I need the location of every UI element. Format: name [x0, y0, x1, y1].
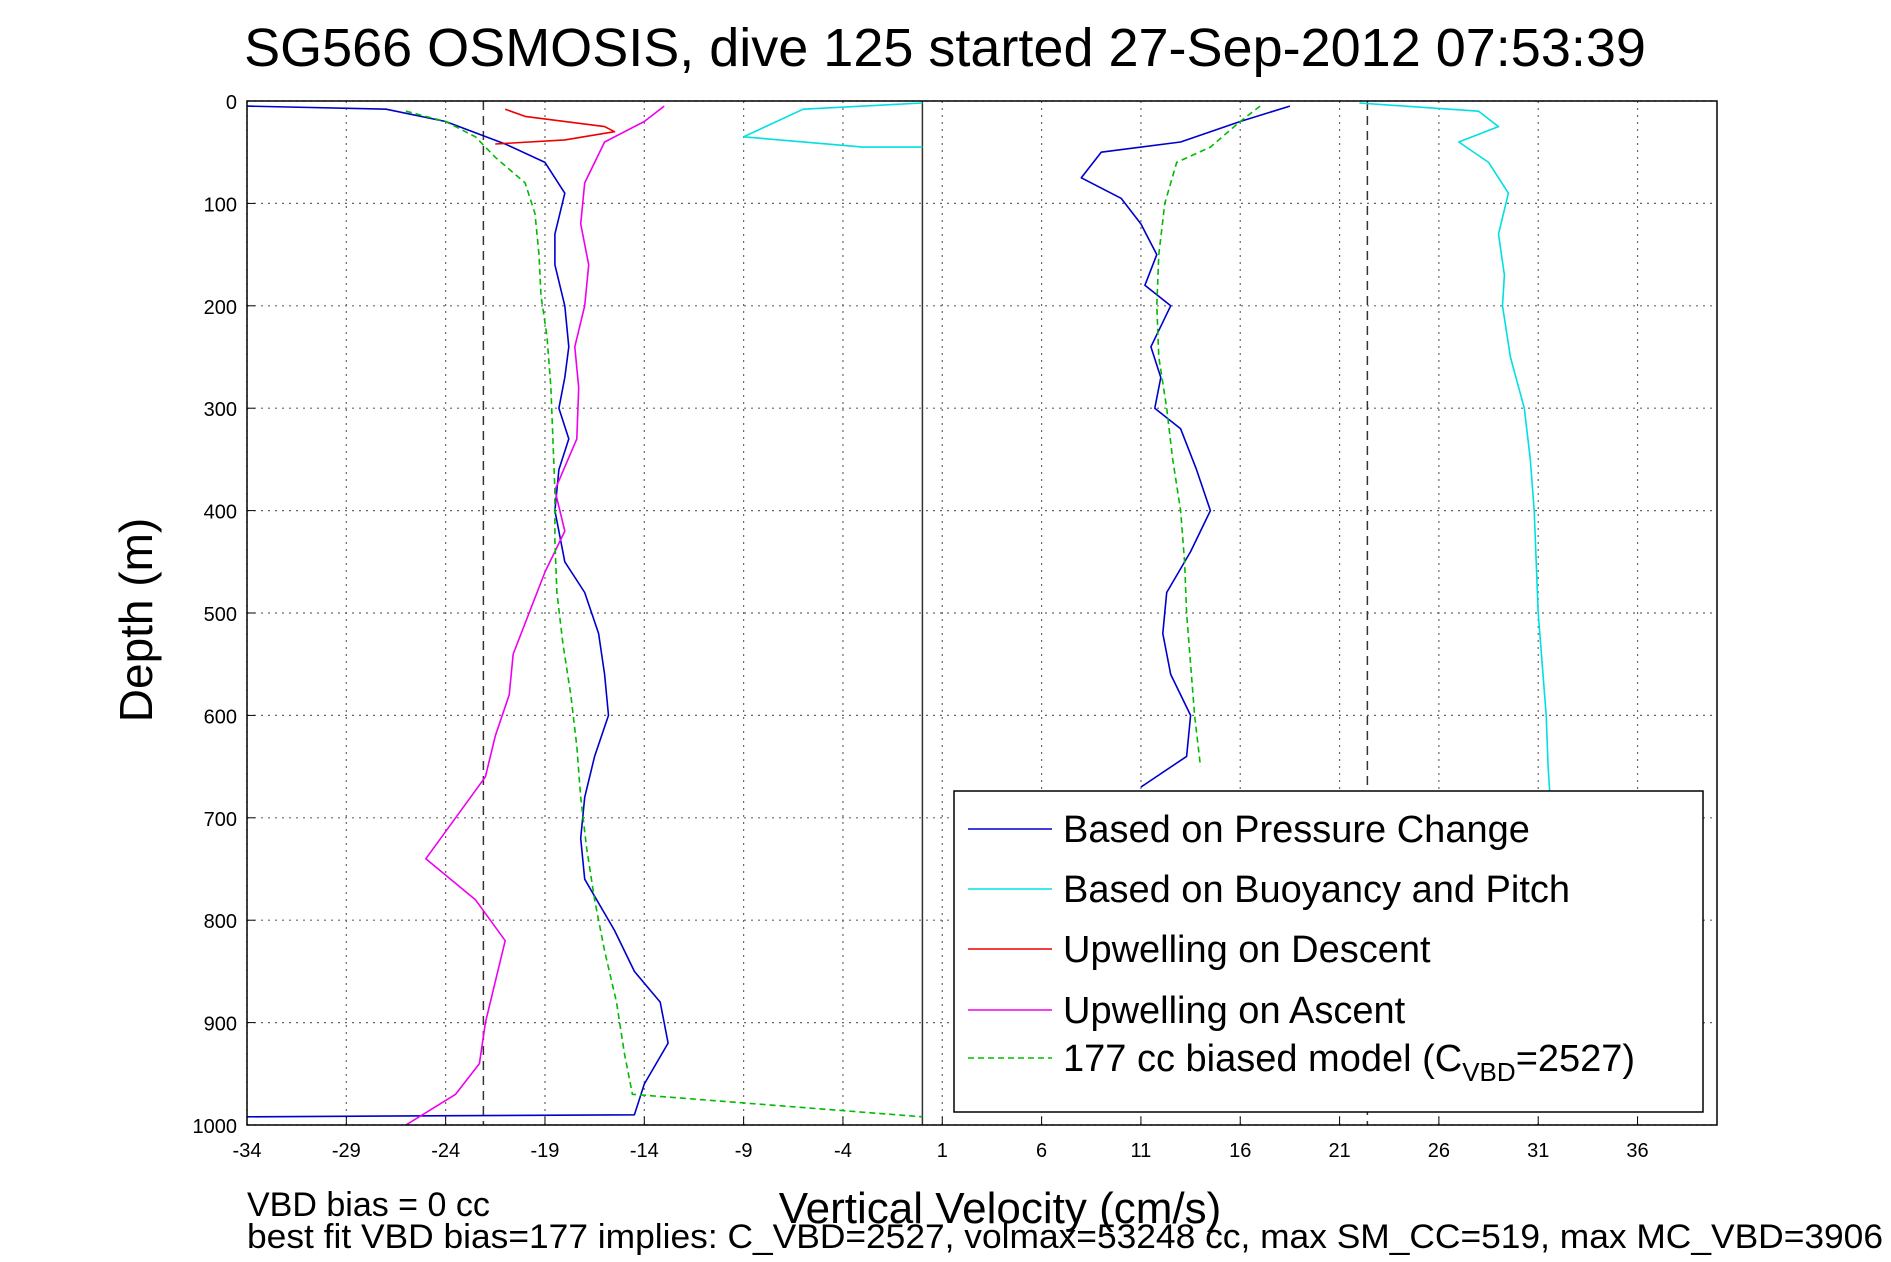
y-tick-labels: 0 100 200 300 400 500 600 700 800 900 1000	[193, 92, 255, 1138]
legend-entry: Upwelling on Descent	[1063, 929, 1431, 971]
x-tick-label: -4	[834, 1140, 852, 1162]
x-tick-label: 6	[1036, 1140, 1047, 1162]
x-tick-label: 31	[1527, 1140, 1549, 1162]
y-tick-label: 700	[204, 809, 237, 831]
legend-entry: Based on Buoyancy and Pitch	[1063, 869, 1570, 911]
series-line	[1156, 105, 1261, 767]
legend-entry: 177 cc biased model (CVBD=2527)	[1063, 1038, 1635, 1087]
x-tick-label: -24	[431, 1140, 460, 1162]
series-lines	[247, 102, 1551, 1125]
series-line	[495, 108, 616, 145]
y-tick-label: 1000	[193, 1116, 238, 1138]
y-tick-label: 600	[204, 706, 237, 728]
y-tick-label: 900	[204, 1014, 237, 1036]
series-line	[1359, 102, 1551, 798]
y-tick-label: 300	[204, 399, 237, 421]
y-tick-label: 800	[204, 911, 237, 933]
x-tick-label: -19	[531, 1140, 560, 1162]
x-tick-labels: -34 -29 -24 -19 -14 -9 -4 1 6 11 16 21 26 31 36	[233, 1117, 1649, 1162]
legend: Based on Pressure Change Based on Buoyanc…	[953, 790, 1704, 1113]
x-tick-label: 11	[1131, 1140, 1152, 1162]
y-tick-label: 0	[226, 92, 237, 114]
x-tick-label: -29	[332, 1140, 361, 1162]
x-tick-label: -14	[630, 1140, 659, 1162]
x-tick-label: -9	[735, 1140, 753, 1162]
reference-lines	[482, 101, 1369, 1125]
y-tick-label: 400	[204, 502, 237, 524]
legend-box	[953, 790, 1704, 1113]
best-fit-line: best fit VBD bias=177 implies: C_VBD=252…	[247, 1218, 1883, 1256]
x-axis-label: Vertical Velocity (cm/s)	[779, 1184, 1222, 1233]
series-line	[405, 105, 665, 1125]
x-tick-label: 1	[937, 1140, 948, 1162]
legend-entry: Upwelling on Ascent	[1063, 990, 1406, 1032]
series-line	[742, 102, 923, 148]
x-tick-label: 26	[1428, 1140, 1450, 1162]
y-axis-label: Depth (m)	[110, 518, 162, 722]
y-tick-label: 100	[204, 194, 237, 216]
vbd-bias-line: VBD bias = 0 cc	[247, 1186, 490, 1224]
x-tick-label: 21	[1328, 1140, 1350, 1162]
x-tick-label: 36	[1626, 1140, 1648, 1162]
chart-title: SG566 OSMOSIS, dive 125 started 27-Sep-2…	[244, 18, 1646, 78]
series-line	[247, 105, 669, 1118]
x-tick-label: -34	[233, 1140, 262, 1162]
y-tick-label: 200	[204, 297, 237, 319]
y-tick-label: 500	[204, 604, 237, 626]
x-tick-label: 16	[1229, 1140, 1251, 1162]
legend-entry: Based on Pressure Change	[1063, 809, 1530, 851]
series-line	[405, 110, 923, 1118]
series-line	[1080, 105, 1291, 788]
